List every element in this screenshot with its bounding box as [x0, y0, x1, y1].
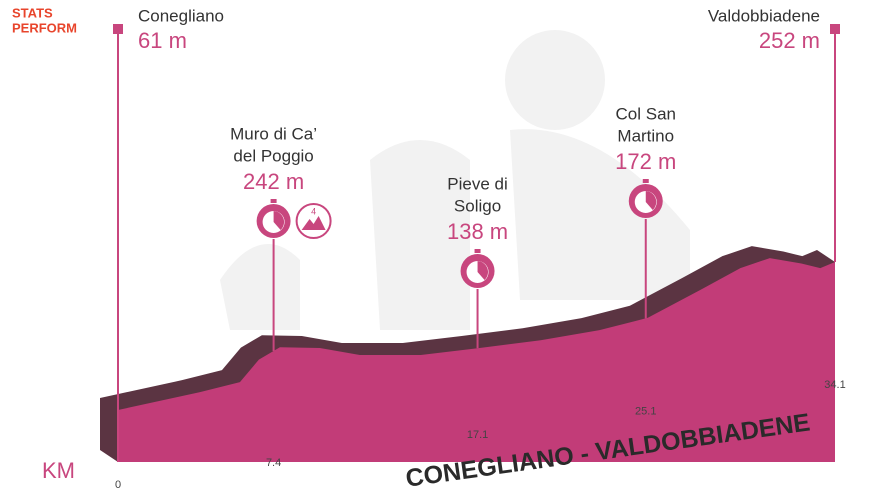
x-tick-label: 17.1 — [467, 429, 488, 441]
marker-square — [113, 24, 123, 34]
x-tick-label: 0 — [115, 479, 121, 491]
point-name: Pieve di — [447, 174, 507, 193]
point-name: del Poggio — [233, 146, 313, 165]
point-elevation: 138 m — [447, 219, 508, 244]
marker-square — [830, 24, 840, 34]
sprint-hand — [645, 191, 657, 210]
point-elevation: 172 m — [615, 149, 676, 174]
point-name: Conegliano — [138, 6, 224, 25]
x-tick-label: 7.4 — [266, 457, 281, 469]
climb-mountain — [301, 216, 326, 230]
point-elevation: 252 m — [759, 28, 820, 53]
x-tick-label: 25.1 — [635, 405, 656, 417]
icon-sprint — [628, 179, 663, 218]
point-elevation: 242 m — [243, 169, 304, 194]
point-name: Valdobbiadene — [708, 6, 820, 25]
sprint-hand — [273, 211, 285, 230]
point-elevation: 61 m — [138, 28, 187, 53]
point-name: Muro di Ca’ — [230, 124, 317, 143]
logo: PERFORM — [12, 20, 77, 35]
x-axis-label: KM — [42, 458, 75, 483]
profile-front — [118, 258, 835, 462]
point-name: Col San — [616, 104, 676, 123]
icon-sprint — [460, 249, 495, 288]
sprint-hand — [477, 261, 489, 280]
sprint-crown — [270, 199, 277, 203]
sprint-crown — [642, 179, 649, 183]
icon-climb: 4 — [295, 203, 332, 239]
climb-category: 4 — [311, 206, 316, 216]
point-name: Soligo — [454, 196, 501, 215]
sprint-crown — [474, 249, 481, 253]
x-tick-label: 34.1 — [824, 379, 845, 391]
icon-sprint — [256, 199, 291, 238]
logo: STATS — [12, 5, 53, 20]
point-name: Martino — [617, 126, 674, 145]
